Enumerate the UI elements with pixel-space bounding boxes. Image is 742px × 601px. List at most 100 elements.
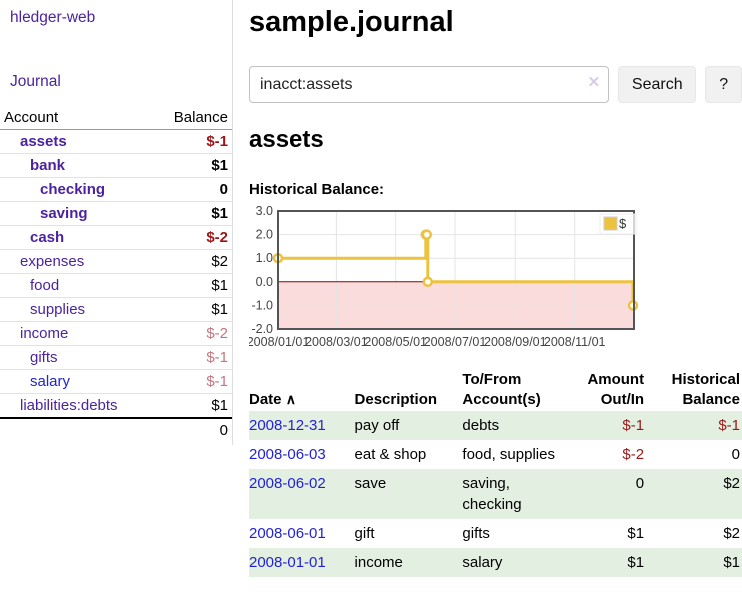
help-button[interactable]: ? (705, 66, 742, 103)
col-date[interactable]: Date ∧ (249, 390, 296, 408)
search-input[interactable] (249, 66, 610, 103)
register-account-heading: assets (249, 126, 324, 153)
transaction-amount: $1 (627, 554, 645, 571)
account-row: gifts $-1 (0, 345, 232, 370)
account-row: checking 0 (0, 177, 232, 202)
account-name-cell: bank (0, 153, 154, 178)
account-balance: 0 (153, 177, 232, 202)
transaction-date-link[interactable]: 2008-06-03 (249, 446, 326, 463)
account-name-cell: supplies (0, 297, 154, 322)
search-form: ✕ Search ? (249, 66, 742, 103)
sort-asc-icon: ∧ (285, 390, 296, 407)
transaction-balance: $1 (723, 554, 740, 571)
accounts-total-value: 0 (153, 417, 232, 442)
transaction-amount: $-2 (622, 446, 645, 463)
register-table: Date ∧ Description To/From Account(s) Am… (249, 368, 742, 577)
account-name-cell: saving (0, 201, 154, 226)
svg-text:-2.0: -2.0 (251, 322, 273, 336)
transaction-date-cell: 2008-06-01 (249, 519, 349, 548)
svg-text:0.0: 0.0 (256, 275, 273, 289)
sidebar-nav: Journal (10, 73, 222, 91)
account-link[interactable]: liabilities:debts (20, 397, 118, 414)
col-balance: Historical Balance (671, 371, 740, 408)
account-link[interactable]: supplies (30, 301, 86, 318)
transaction-balance: 0 (731, 446, 740, 463)
chart-title: Historical Balance: (249, 181, 385, 198)
transaction-date-cell: 2008-01-01 (249, 548, 349, 577)
transaction-balance: $-1 (718, 417, 740, 434)
account-balance: $-1 (153, 129, 232, 154)
account-link[interactable]: saving (40, 205, 88, 222)
transaction-amount: $-1 (622, 417, 645, 434)
account-balance: $-2 (153, 225, 232, 250)
accounts-table: Account Balance assets $-1 bank $1 check… (0, 106, 232, 442)
app-title-link[interactable]: hledger-web (10, 9, 96, 26)
account-name-cell: salary (0, 369, 154, 394)
app-title: hledger-web (0, 0, 232, 27)
account-row: bank $1 (0, 153, 232, 178)
balance-chart: $3.0 2.0 1.0 0.0 -1.0 -2.02008/01/012008/03/0… (249, 204, 639, 349)
account-name-cell: income (0, 321, 154, 346)
col-description: Description (354, 390, 438, 408)
account-name-cell: food (0, 273, 154, 298)
account-link[interactable]: cash (30, 229, 65, 246)
transaction-date-link[interactable]: 2008-12-31 (249, 417, 326, 434)
account-row: expenses $2 (0, 249, 232, 274)
account-name-cell: liabilities:debts (0, 393, 154, 419)
account-balance: $-1 (153, 345, 232, 370)
transaction-accounts: gifts (462, 525, 490, 542)
register-row: 2008-12-31 pay off debts $-1 $-1 (249, 411, 742, 440)
account-link[interactable]: expenses (20, 253, 85, 270)
account-link[interactable]: checking (40, 181, 106, 198)
transaction-accounts: food, supplies (462, 446, 555, 463)
svg-text:2008/09/01: 2008/09/01 (484, 335, 547, 349)
search-box: ✕ (249, 66, 610, 103)
register-row: 2008-06-01 gift gifts $1 $2 (249, 519, 742, 548)
transaction-date-link[interactable]: 2008-06-01 (249, 525, 326, 542)
account-link[interactable]: income (20, 325, 69, 342)
transaction-date-cell: 2008-06-02 (249, 469, 349, 519)
transaction-date-link[interactable]: 2008-06-02 (249, 475, 326, 492)
svg-text:2008/11/01: 2008/11/01 (544, 335, 606, 349)
account-link[interactable]: gifts (30, 349, 58, 366)
account-link[interactable]: salary (30, 373, 71, 390)
svg-text:1.0: 1.0 (256, 251, 273, 265)
account-balance: $1 (153, 393, 232, 419)
page-title: sample.journal (249, 6, 454, 38)
account-name-cell: cash (0, 225, 154, 250)
account-row: cash $-2 (0, 225, 232, 250)
transaction-amount: $1 (627, 525, 645, 542)
account-row: supplies $1 (0, 297, 232, 322)
transaction-date-link[interactable]: 2008-01-01 (249, 554, 326, 571)
transaction-accounts: salary (462, 554, 503, 571)
account-row: income $-2 (0, 321, 232, 346)
clear-search-icon[interactable]: ✕ (587, 74, 601, 91)
svg-text:-1.0: -1.0 (251, 298, 273, 312)
account-balance: $2 (153, 249, 232, 274)
transaction-date-cell: 2008-06-03 (249, 440, 349, 469)
account-link[interactable]: food (30, 277, 60, 294)
svg-text:2.0: 2.0 (256, 228, 273, 242)
transaction-description: eat & shop (354, 446, 427, 463)
register-row: 2008-06-03 eat & shop food, supplies $-2… (249, 440, 742, 469)
accounts-col-balance: Balance (153, 106, 232, 130)
svg-text:$: $ (619, 216, 627, 231)
svg-text:2008/05/01: 2008/05/01 (364, 335, 427, 349)
transaction-balance: $2 (723, 525, 740, 542)
transaction-balance: $2 (723, 475, 740, 492)
transaction-amount: 0 (635, 475, 645, 492)
account-link[interactable]: assets (20, 133, 67, 150)
account-link[interactable]: bank (30, 157, 66, 174)
nav-journal-link[interactable]: Journal (10, 73, 61, 90)
col-accounts: To/From Account(s) (462, 371, 541, 408)
transaction-date-cell: 2008-12-31 (249, 411, 349, 440)
account-balance: $-1 (153, 369, 232, 394)
svg-text:2008/07/01: 2008/07/01 (424, 335, 487, 349)
accounts-header-row: Account Balance (0, 106, 232, 130)
transaction-description: save (354, 475, 387, 492)
account-row: food $1 (0, 273, 232, 298)
register-row: 2008-06-02 save saving, checking 0 $2 (249, 469, 742, 519)
sidebar: hledger-web Journal Account Balance asse… (0, 0, 233, 445)
search-button[interactable]: Search (618, 66, 697, 103)
register-header-row: Date ∧ Description To/From Account(s) Am… (249, 368, 742, 411)
